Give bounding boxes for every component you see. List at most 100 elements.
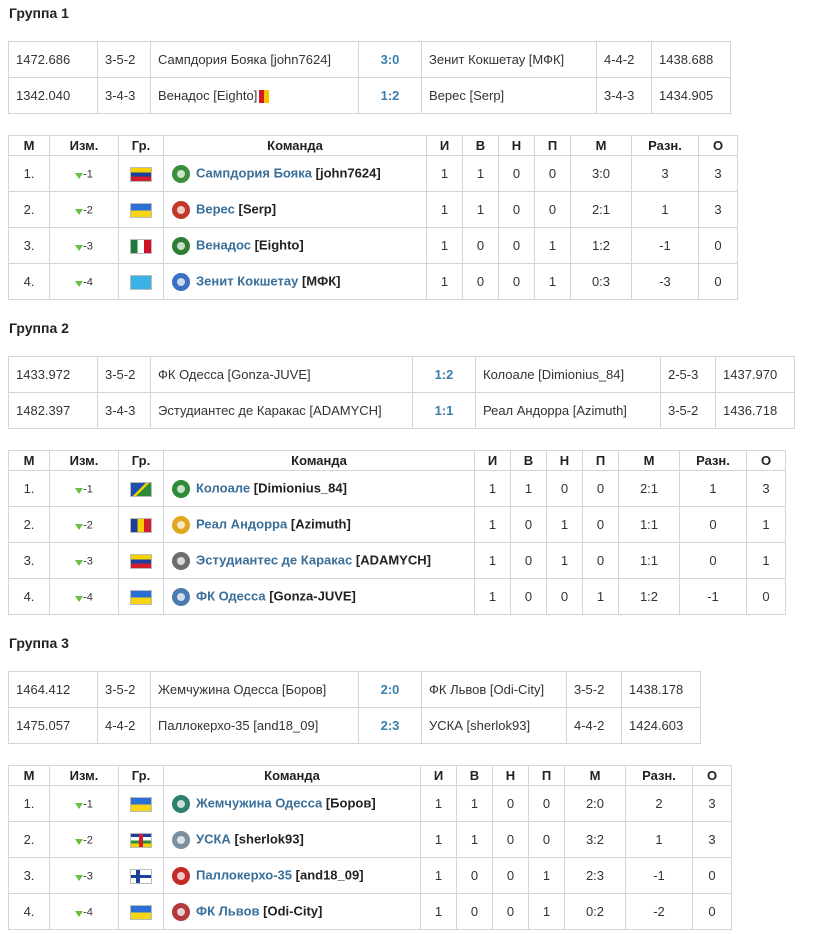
table-row: 1. -1 Жемчужина Одесса [Боров] 1 1 0 0 2:0 2 3 xyxy=(8,785,732,822)
stat-l: 0 xyxy=(534,191,571,228)
stat-pts: 1 xyxy=(746,542,786,579)
team-link[interactable]: Паллокерхо-35 xyxy=(196,866,293,882)
stat-pts: 3 xyxy=(698,191,738,228)
group-title: Группа 3 xyxy=(9,635,69,651)
position-change: -2 xyxy=(49,191,119,228)
stat-pts: 3 xyxy=(692,785,732,822)
position-change: -2 xyxy=(49,506,119,543)
country xyxy=(118,191,164,228)
home-team[interactable]: Жемчужина Одесса [Боров] xyxy=(150,671,359,708)
team-link[interactable]: ФК Львов xyxy=(196,902,260,918)
score[interactable]: 1:2 xyxy=(358,77,422,114)
position-change: -1 xyxy=(49,785,119,822)
away-team[interactable]: Зенит Кокшетау [МФК] xyxy=(421,41,597,78)
score[interactable]: 2:3 xyxy=(358,707,422,744)
away-team[interactable]: Верес [Serp] xyxy=(421,77,597,114)
away-team[interactable]: УСКА [sherlok93] xyxy=(421,707,567,744)
column-header: О xyxy=(692,765,732,786)
change-value: -1 xyxy=(83,798,93,811)
stat-goals: 3:0 xyxy=(570,155,632,192)
stat-w: 0 xyxy=(462,263,499,300)
stat-goals: 2:0 xyxy=(564,785,626,822)
position: 2. xyxy=(8,821,50,858)
stat-w: 1 xyxy=(462,191,499,228)
home-team[interactable]: Венадос [Eighto] xyxy=(150,77,359,114)
team-cell: Зенит Кокшетау [МФК] xyxy=(163,263,427,300)
position: 2. xyxy=(8,191,50,228)
home-team[interactable]: ФК Одесса [Gonza-JUVE] xyxy=(150,356,413,393)
country xyxy=(118,893,164,930)
stat-pts: 3 xyxy=(692,821,732,858)
column-header: П xyxy=(534,135,571,156)
score[interactable]: 3:0 xyxy=(358,41,422,78)
rating: 1482.397 xyxy=(8,392,98,429)
team-link[interactable]: ФК Одесса xyxy=(196,587,266,603)
table-row: 2. -2 Реал Андорра [Azimuth] 1 0 1 0 1:1 0 1 xyxy=(8,506,786,543)
team-name: Венадос [Eighto] xyxy=(158,87,258,103)
team-link[interactable]: Жемчужина Одесса xyxy=(196,794,323,810)
rating: 1424.603 xyxy=(621,707,701,744)
match-row: 1464.412 3-5-2 Жемчужина Одесса [Боров] … xyxy=(8,671,701,708)
column-header: В xyxy=(462,135,499,156)
team-cell: Жемчужина Одесса [Боров] xyxy=(163,785,421,822)
team-link[interactable]: Эстудиантес де Каракас xyxy=(196,551,353,567)
arrow-down-icon xyxy=(75,280,84,289)
formation: 3-5-2 xyxy=(566,671,622,708)
stat-w: 1 xyxy=(510,470,547,507)
column-header: П xyxy=(582,450,619,471)
stat-p: 1 xyxy=(420,893,457,930)
rating: 1438.178 xyxy=(621,671,701,708)
change-value: -1 xyxy=(83,483,93,496)
position-change: -4 xyxy=(49,263,119,300)
stat-goals: 1:2 xyxy=(570,227,632,264)
home-team[interactable]: Эстудиантес де Каракас [ADAMYCH] xyxy=(150,392,413,429)
arrow-down-icon xyxy=(75,523,84,532)
home-team[interactable]: Сампдория Бояка [john7624] xyxy=(150,41,359,78)
arrow-down-icon xyxy=(75,208,84,217)
away-team[interactable]: ФК Львов [Odi-City] xyxy=(421,671,567,708)
country xyxy=(118,542,164,579)
column-header: Команда xyxy=(163,450,475,471)
stat-diff: -2 xyxy=(625,893,693,930)
home-team[interactable]: Паллокерхо-35 [and18_09] xyxy=(150,707,359,744)
column-header: И xyxy=(474,450,511,471)
table-row: 3. -3 Эстудиантес де Каракас [ADAMYCH] 1 0 1 0… xyxy=(8,542,786,579)
stat-pts: 0 xyxy=(692,857,732,894)
stat-goals: 1:1 xyxy=(618,542,680,579)
team-link[interactable]: Реал Андорра xyxy=(196,515,288,531)
team-link[interactable]: Зенит Кокшетау xyxy=(196,272,299,288)
team-link[interactable]: Сампдория Бояка xyxy=(196,164,313,180)
score[interactable]: 2:0 xyxy=(358,671,422,708)
column-header: М xyxy=(8,135,50,156)
team-link[interactable]: Верес xyxy=(196,200,235,216)
position-change: -3 xyxy=(49,542,119,579)
rating: 1472.686 xyxy=(8,41,98,78)
arrow-down-icon xyxy=(75,559,84,568)
ukraine-flag-icon xyxy=(131,798,151,812)
stat-w: 0 xyxy=(462,227,499,264)
group-title: Группа 1 xyxy=(9,5,69,21)
rating: 1433.972 xyxy=(8,356,98,393)
rating: 1437.970 xyxy=(715,356,795,393)
team-link[interactable]: Венадос xyxy=(196,236,251,252)
stat-w: 0 xyxy=(456,893,493,930)
team-link[interactable]: УСКА xyxy=(196,830,231,846)
score[interactable]: 1:2 xyxy=(412,356,476,393)
away-team[interactable]: Реал Андорра [Azimuth] xyxy=(475,392,661,429)
flag-icon xyxy=(259,90,270,104)
stat-diff: -1 xyxy=(631,227,699,264)
column-header: М xyxy=(570,135,632,156)
stat-d: 0 xyxy=(492,785,529,822)
stat-d: 1 xyxy=(546,542,583,579)
change-value: -4 xyxy=(83,591,93,604)
team-owner: [and18_09] xyxy=(295,866,364,882)
formation: 3-5-2 xyxy=(97,671,151,708)
formation: 3-5-2 xyxy=(660,392,716,429)
formation: 4-4-2 xyxy=(97,707,151,744)
stat-d: 0 xyxy=(492,857,529,894)
away-team[interactable]: Колоале [Dimionius_84] xyxy=(475,356,661,393)
score[interactable]: 1:1 xyxy=(412,392,476,429)
team-link[interactable]: Колоале xyxy=(196,479,251,495)
stat-l: 0 xyxy=(582,506,619,543)
table-row: 2. -2 УСКА [sherlok93] 1 1 0 0 3:2 1 3 xyxy=(8,821,732,858)
